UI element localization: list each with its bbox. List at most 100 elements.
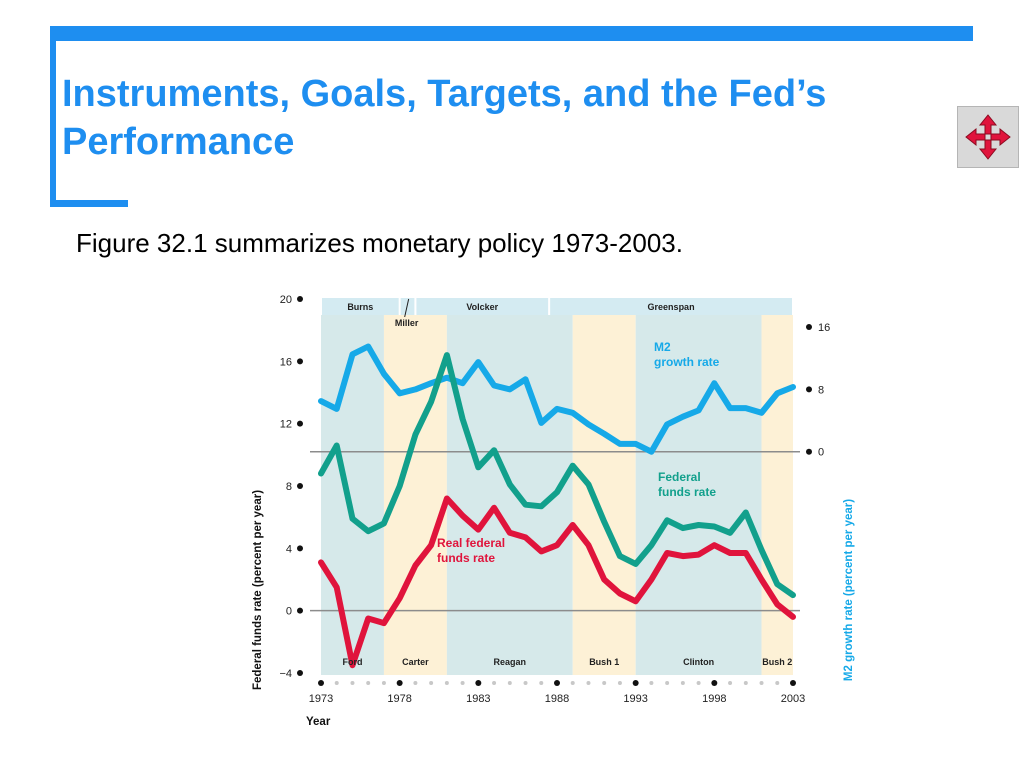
left-tick-label: 12: [280, 419, 292, 431]
series-label-line: funds rate: [658, 485, 716, 499]
chair-label: Burns: [347, 302, 373, 312]
monetary-policy-chart: Ford Carter Reagan Bush 1 Clinton Bush 2 Burn…: [252, 294, 855, 728]
x-minor-dot: [492, 681, 497, 685]
left-tick-label: 20: [280, 294, 292, 306]
left-tick-label: 8: [286, 481, 292, 493]
left-axis-title: Federal funds rate (percent per year): [252, 490, 264, 690]
right-axis-title: M2 growth rate (percent per year): [843, 499, 855, 681]
term-band: [572, 315, 636, 675]
slide-subtitle: Figure 32.1 summarizes monetary policy 1…: [76, 228, 683, 258]
series-label-line: growth rate: [654, 355, 720, 369]
series-label-0: M2 growth rate: [654, 340, 720, 369]
x-minor-dot: [539, 681, 544, 685]
president-label: Bush 2: [762, 657, 792, 667]
x-minor-dot: [381, 681, 386, 685]
term-band: [761, 315, 793, 675]
x-minor-dot: [570, 681, 575, 685]
left-tick-label: 16: [280, 356, 292, 368]
chair-band: [550, 298, 792, 315]
series-label-1: Federal funds rate: [658, 470, 716, 499]
x-tick-dot: [632, 680, 639, 686]
chair-band: [400, 298, 415, 315]
title-underline-bar: [50, 200, 128, 207]
president-label: Ford: [342, 657, 362, 667]
miller-pointer: [404, 298, 410, 318]
president-label: Reagan: [494, 657, 527, 667]
series-label-2: Real federal funds rate: [437, 536, 505, 565]
slide-title: Instruments, Goals, Targets, and the Fed…: [62, 73, 827, 163]
x-tick-label: 1973: [309, 693, 333, 705]
left-accent-bar: [50, 26, 56, 206]
x-minor-dot: [523, 681, 528, 685]
left-tick-dot: [297, 483, 303, 489]
left-tick-label: 4: [286, 543, 292, 555]
chair-label: Miller: [395, 318, 419, 328]
right-tick-dot: [806, 448, 812, 455]
left-tick-dot: [297, 545, 303, 552]
x-minor-dot: [429, 681, 434, 685]
x-minor-dot: [413, 681, 418, 685]
right-tick-dot: [806, 386, 812, 393]
x-minor-dot: [444, 681, 449, 685]
term-band: [635, 315, 762, 675]
left-tick-dot: [297, 358, 303, 365]
left-tick-label: −4: [279, 668, 292, 680]
chair-label: Greenspan: [648, 302, 695, 312]
x-minor-dot: [507, 681, 512, 685]
x-minor-dot: [586, 681, 591, 685]
chair-label: Volcker: [466, 302, 498, 312]
right-tick-label: 0: [818, 447, 824, 459]
move-arrows-icon: [965, 114, 1011, 160]
x-minor-dot: [759, 681, 764, 685]
x-tick-dot: [711, 680, 718, 686]
x-tick-label: 1998: [702, 693, 726, 705]
x-minor-dot: [460, 681, 465, 685]
x-tick-dot: [318, 680, 324, 686]
x-minor-dot: [334, 681, 339, 685]
series-line-0: [318, 343, 796, 455]
x-minor-dot: [696, 681, 701, 685]
right-tick-dot: [806, 324, 812, 331]
series-label-line: Real federal: [437, 536, 505, 550]
series-label-line: funds rate: [437, 551, 495, 565]
x-tick-dot: [396, 680, 403, 686]
right-tick-label: 8: [818, 384, 824, 396]
x-tick-label: 1993: [623, 693, 647, 705]
x-tick-dot: [554, 680, 560, 686]
x-tick-label: 1983: [466, 693, 490, 705]
left-tick-dot: [297, 296, 303, 302]
x-minor-dot: [775, 681, 780, 685]
left-tick-label: 0: [286, 606, 292, 618]
term-band: [321, 315, 384, 675]
x-minor-dot: [680, 681, 685, 685]
left-tick-dot: [297, 420, 303, 427]
series-label-line: M2: [654, 340, 671, 354]
x-minor-dot: [743, 681, 748, 685]
x-minor-dot: [649, 681, 654, 685]
x-minor-dot: [366, 681, 371, 685]
x-tick-label: 1978: [387, 693, 411, 705]
chair-band: [322, 298, 399, 315]
x-tick-label: 2003: [781, 693, 805, 705]
series-line-2: [318, 495, 796, 669]
header-accent-bar: [50, 26, 973, 41]
series-label-line: Federal: [658, 470, 701, 484]
x-minor-dot: [350, 681, 355, 685]
president-label: Clinton: [683, 657, 714, 667]
x-tick-dot: [790, 680, 796, 686]
navigation-button[interactable]: [957, 106, 1019, 168]
series-line-1: [318, 352, 796, 599]
x-minor-dot: [602, 681, 607, 685]
left-tick-dot: [297, 607, 303, 614]
right-tick-label: 16: [818, 322, 830, 334]
x-minor-dot: [617, 681, 622, 685]
x-tick-label: 1988: [545, 693, 569, 705]
president-label: Carter: [402, 657, 429, 667]
president-label: Bush 1: [589, 657, 619, 667]
x-axis-title: Year: [306, 716, 331, 728]
x-minor-dot: [665, 681, 670, 685]
chair-band: [416, 298, 549, 315]
x-tick-dot: [475, 680, 482, 686]
left-tick-dot: [297, 670, 303, 676]
x-minor-dot: [728, 681, 733, 685]
